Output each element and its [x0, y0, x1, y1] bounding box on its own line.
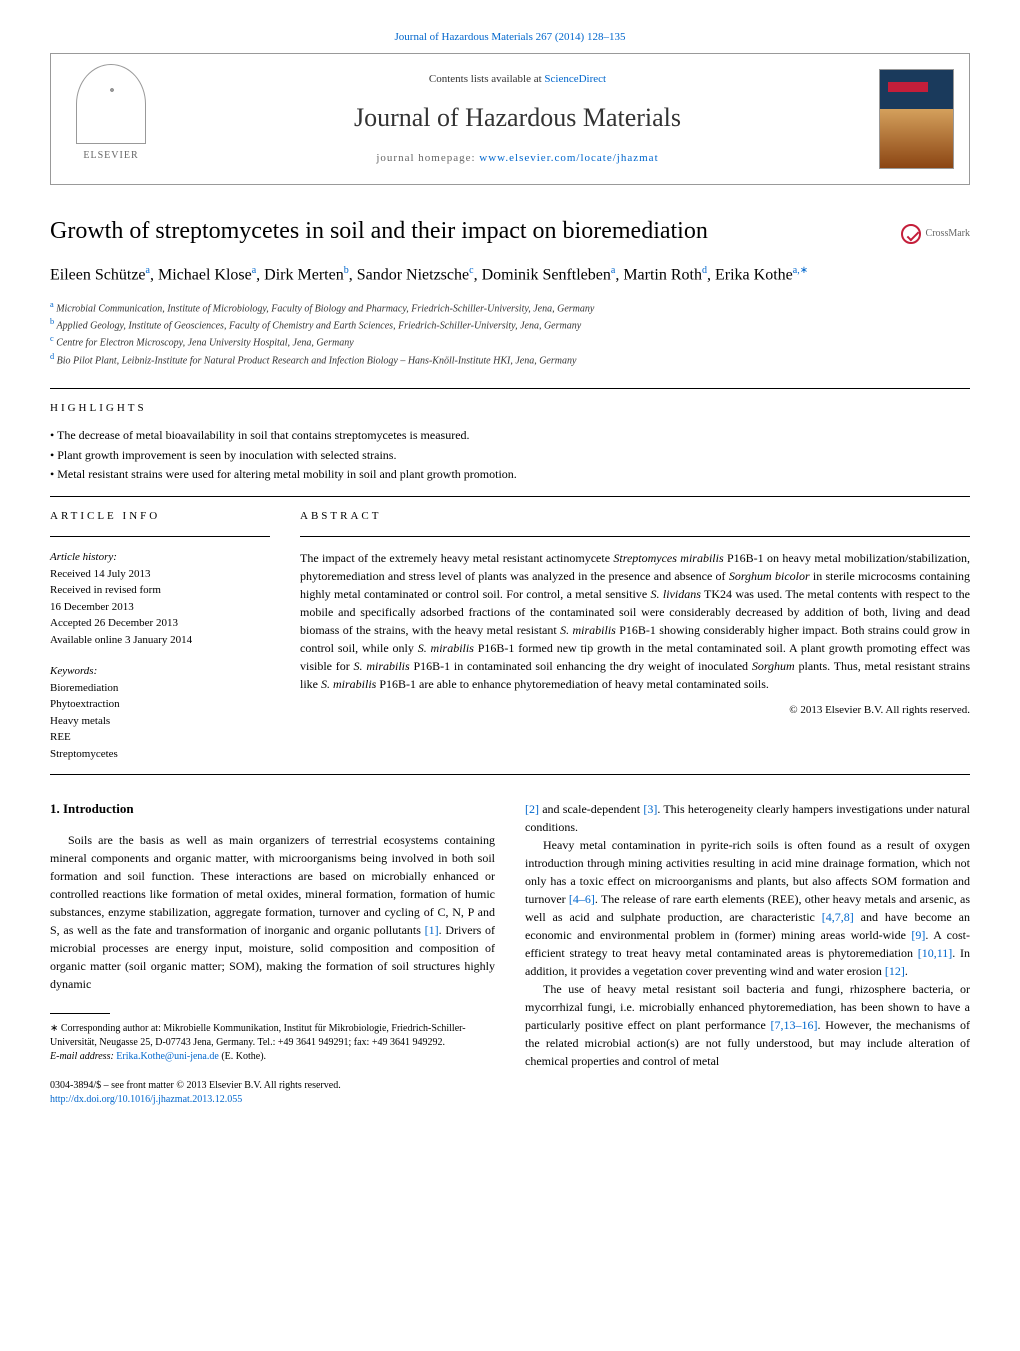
- doi-link[interactable]: http://dx.doi.org/10.1016/j.jhazmat.2013…: [50, 1094, 242, 1105]
- history-line: Received 14 July 2013: [50, 566, 270, 583]
- intro-paragraph: [2] and scale-dependent [3]. This hetero…: [525, 800, 970, 836]
- corresponding-author-note: ∗ Corresponding author at: Mikrobielle K…: [50, 1022, 495, 1050]
- affiliation-line: b Applied Geology, Institute of Geoscien…: [50, 316, 970, 333]
- email-link[interactable]: Erika.Kothe@uni-jena.de: [116, 1051, 219, 1062]
- highlight-item: Metal resistant strains were used for al…: [50, 465, 970, 484]
- keyword-item: Streptomycetes: [50, 746, 270, 763]
- keywords-label: Keywords:: [50, 663, 270, 680]
- history-line: Accepted 26 December 2013: [50, 615, 270, 632]
- crossmark-label: CrossMark: [926, 227, 970, 241]
- keyword-item: REE: [50, 729, 270, 746]
- history-line: Available online 3 January 2014: [50, 632, 270, 649]
- keyword-item: Heavy metals: [50, 713, 270, 730]
- history-line: Received in revised form: [50, 582, 270, 599]
- highlight-item: Plant growth improvement is seen by inoc…: [50, 446, 970, 465]
- contents-prefix: Contents lists available at: [429, 73, 544, 85]
- section-heading-intro: 1. Introduction: [50, 800, 495, 818]
- history-label: Article history:: [50, 549, 270, 566]
- affiliation-line: c Centre for Electron Microscopy, Jena U…: [50, 333, 970, 350]
- highlights-label: HIGHLIGHTS: [50, 401, 970, 416]
- abstract-label: ABSTRACT: [300, 509, 970, 524]
- journal-title: Journal of Hazardous Materials: [156, 100, 879, 136]
- intro-paragraph: The use of heavy metal resistant soil ba…: [525, 980, 970, 1070]
- article-title: Growth of streptomycetes in soil and the…: [50, 215, 970, 249]
- journal-cover-thumbnail: [879, 69, 954, 169]
- divider: [50, 496, 970, 497]
- intro-paragraph: Heavy metal contamination in pyrite-rich…: [525, 836, 970, 980]
- journal-header-box: ELSEVIER Contents lists available at Sci…: [50, 53, 970, 185]
- article-info-label: ARTICLE INFO: [50, 509, 270, 524]
- sciencedirect-link[interactable]: ScienceDirect: [544, 73, 606, 85]
- email-label: E-mail address:: [50, 1051, 116, 1062]
- article-history: Article history: Received 14 July 2013Re…: [50, 549, 270, 648]
- history-line: 16 December 2013: [50, 599, 270, 616]
- keyword-item: Bioremediation: [50, 680, 270, 697]
- affiliation-line: a Microbial Communication, Institute of …: [50, 299, 970, 316]
- divider: [300, 536, 970, 537]
- keywords-block: Keywords: BioremediationPhytoextractionH…: [50, 663, 270, 762]
- homepage-link[interactable]: www.elsevier.com/locate/jhazmat: [479, 152, 658, 164]
- affiliation-line: d Bio Pilot Plant, Leibniz-Institute for…: [50, 351, 970, 368]
- crossmark-icon: [901, 224, 921, 244]
- footnote-separator: [50, 1013, 110, 1014]
- publisher-name: ELSEVIER: [83, 149, 138, 163]
- footnotes: ∗ Corresponding author at: Mikrobielle K…: [50, 1022, 495, 1064]
- intro-col2: [2] and scale-dependent [3]. This hetero…: [525, 800, 970, 1070]
- affiliations: a Microbial Communication, Institute of …: [50, 299, 970, 368]
- crossmark-badge[interactable]: CrossMark: [901, 224, 970, 244]
- author-list: Eileen Schützea, Michael Klosea, Dirk Me…: [50, 264, 970, 287]
- elsevier-logo: ELSEVIER: [66, 64, 156, 174]
- contents-available-line: Contents lists available at ScienceDirec…: [156, 72, 879, 87]
- journal-homepage-line: journal homepage: www.elsevier.com/locat…: [156, 151, 879, 166]
- divider: [50, 536, 270, 537]
- homepage-prefix: journal homepage:: [376, 152, 479, 164]
- intro-paragraph: Soils are the basis as well as main orga…: [50, 831, 495, 993]
- footer-meta: 0304-3894/$ – see front matter © 2013 El…: [50, 1079, 495, 1107]
- email-suffix: (E. Kothe).: [219, 1051, 266, 1062]
- elsevier-tree-icon: [76, 64, 146, 144]
- issn-line: 0304-3894/$ – see front matter © 2013 El…: [50, 1079, 495, 1093]
- divider: [50, 774, 970, 775]
- intro-col1: Soils are the basis as well as main orga…: [50, 831, 495, 993]
- keyword-item: Phytoextraction: [50, 696, 270, 713]
- abstract-text: The impact of the extremely heavy metal …: [300, 549, 970, 693]
- citation-header[interactable]: Journal of Hazardous Materials 267 (2014…: [50, 30, 970, 45]
- highlight-item: The decrease of metal bioavailability in…: [50, 426, 970, 445]
- highlights-list: The decrease of metal bioavailability in…: [50, 426, 970, 484]
- divider: [50, 388, 970, 389]
- abstract-copyright: © 2013 Elsevier B.V. All rights reserved…: [300, 703, 970, 718]
